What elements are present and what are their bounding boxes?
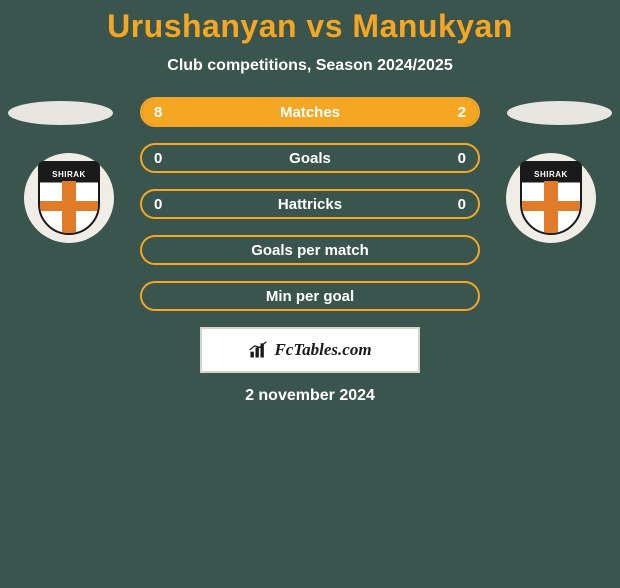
chart-area: SHIRAK SHIRAK 82Matches 00Goals 00Hattrick… xyxy=(0,97,620,405)
player-placeholder-left xyxy=(8,101,113,125)
stat-row: 82Matches xyxy=(140,97,480,127)
stat-label: Goals xyxy=(142,145,478,171)
badge-label-right: SHIRAK xyxy=(522,170,580,179)
club-badge-right: SHIRAK xyxy=(506,153,596,243)
stat-row: 00Goals xyxy=(140,143,480,173)
badge-label-left: SHIRAK xyxy=(40,170,98,179)
stat-label: Hattricks xyxy=(142,191,478,217)
stat-bars: 82Matches 00Goals 00Hattricks Goals per mat… xyxy=(140,97,480,311)
date-text: 2 november 2024 xyxy=(0,387,620,405)
page-title: Urushanyan vs Manukyan xyxy=(0,8,620,45)
brand-box[interactable]: FcTables.com xyxy=(200,327,420,373)
club-badge-left: SHIRAK xyxy=(24,153,114,243)
player-placeholder-right xyxy=(507,101,612,125)
brand-text: FcTables.com xyxy=(274,340,371,360)
stat-label: Goals per match xyxy=(142,237,478,263)
stat-row: 00Hattricks xyxy=(140,189,480,219)
stat-row: Goals per match xyxy=(140,235,480,265)
chart-icon xyxy=(248,340,268,360)
stat-row: Min per goal xyxy=(140,281,480,311)
subtitle: Club competitions, Season 2024/2025 xyxy=(0,57,620,75)
stat-label: Min per goal xyxy=(142,283,478,309)
stat-label: Matches xyxy=(142,99,478,125)
